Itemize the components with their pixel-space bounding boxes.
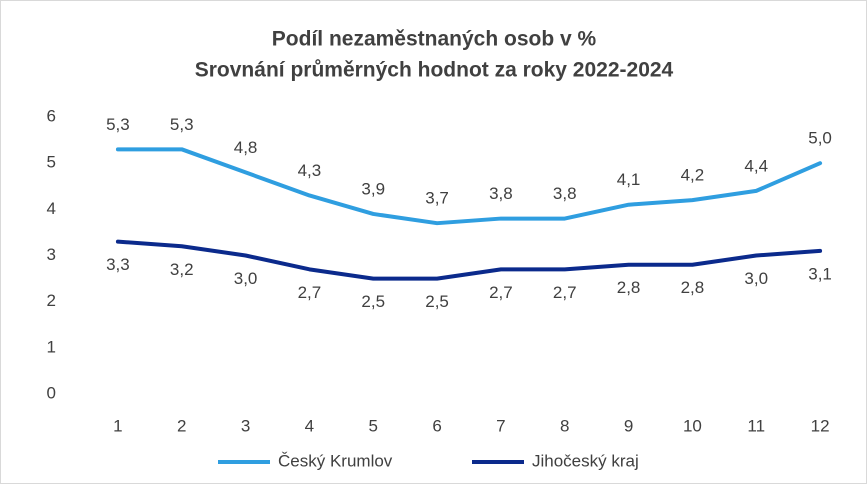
data-label: 4,1 [617, 170, 641, 189]
x-tick-label: 1 [113, 416, 122, 435]
y-tick-label: 4 [47, 199, 56, 218]
x-tick-label: 12 [811, 416, 830, 435]
y-tick-label: 1 [47, 337, 56, 356]
x-tick-label: 5 [369, 416, 378, 435]
x-tick-label: 6 [432, 416, 441, 435]
data-label: 3,0 [234, 269, 258, 288]
data-label: 3,8 [553, 184, 577, 203]
data-label: 3,9 [361, 179, 385, 198]
data-label: 2,8 [681, 278, 705, 297]
data-label: 2,7 [489, 283, 513, 302]
data-label: 2,7 [298, 283, 322, 302]
y-tick-label: 3 [47, 245, 56, 264]
data-label: 3,1 [808, 264, 832, 283]
y-tick-label: 2 [47, 291, 56, 310]
data-label: 4,2 [681, 166, 705, 185]
x-tick-label: 3 [241, 416, 250, 435]
data-label: 2,7 [553, 283, 577, 302]
data-label: 5,0 [808, 129, 832, 148]
legend-label: Jihočeský kraj [532, 451, 639, 470]
data-label: 3,0 [744, 269, 768, 288]
data-label: 4,3 [298, 161, 322, 180]
y-tick-label: 6 [47, 106, 56, 125]
y-tick-label: 5 [47, 153, 56, 172]
data-label: 3,8 [489, 184, 513, 203]
chart-subtitle: Srovnání průměrných hodnot za roky 2022-… [195, 59, 674, 82]
data-label: 4,4 [744, 156, 768, 175]
series-line [115, 239, 823, 281]
x-tick-label: 8 [560, 416, 569, 435]
data-label: 2,5 [361, 292, 385, 311]
data-label: 5,3 [170, 115, 194, 134]
data-label: 5,3 [106, 115, 130, 134]
legend-label: Český Krumlov [278, 451, 393, 470]
x-tick-label: 10 [683, 416, 702, 435]
data-label: 3,2 [170, 260, 194, 279]
y-tick-label: 0 [47, 383, 56, 402]
chart-title: Podíl nezaměstnaných osob v % [272, 28, 597, 51]
x-tick-label: 7 [496, 416, 505, 435]
data-label: 2,8 [617, 278, 641, 297]
series-line [115, 147, 823, 226]
x-tick-label: 4 [305, 416, 314, 435]
x-tick-label: 9 [624, 416, 633, 435]
data-label: 3,3 [106, 255, 130, 274]
data-label: 4,8 [234, 138, 258, 157]
x-tick-label: 2 [177, 416, 186, 435]
data-label: 2,5 [425, 292, 449, 311]
x-tick-label: 11 [747, 416, 765, 435]
data-label: 3,7 [425, 189, 449, 208]
